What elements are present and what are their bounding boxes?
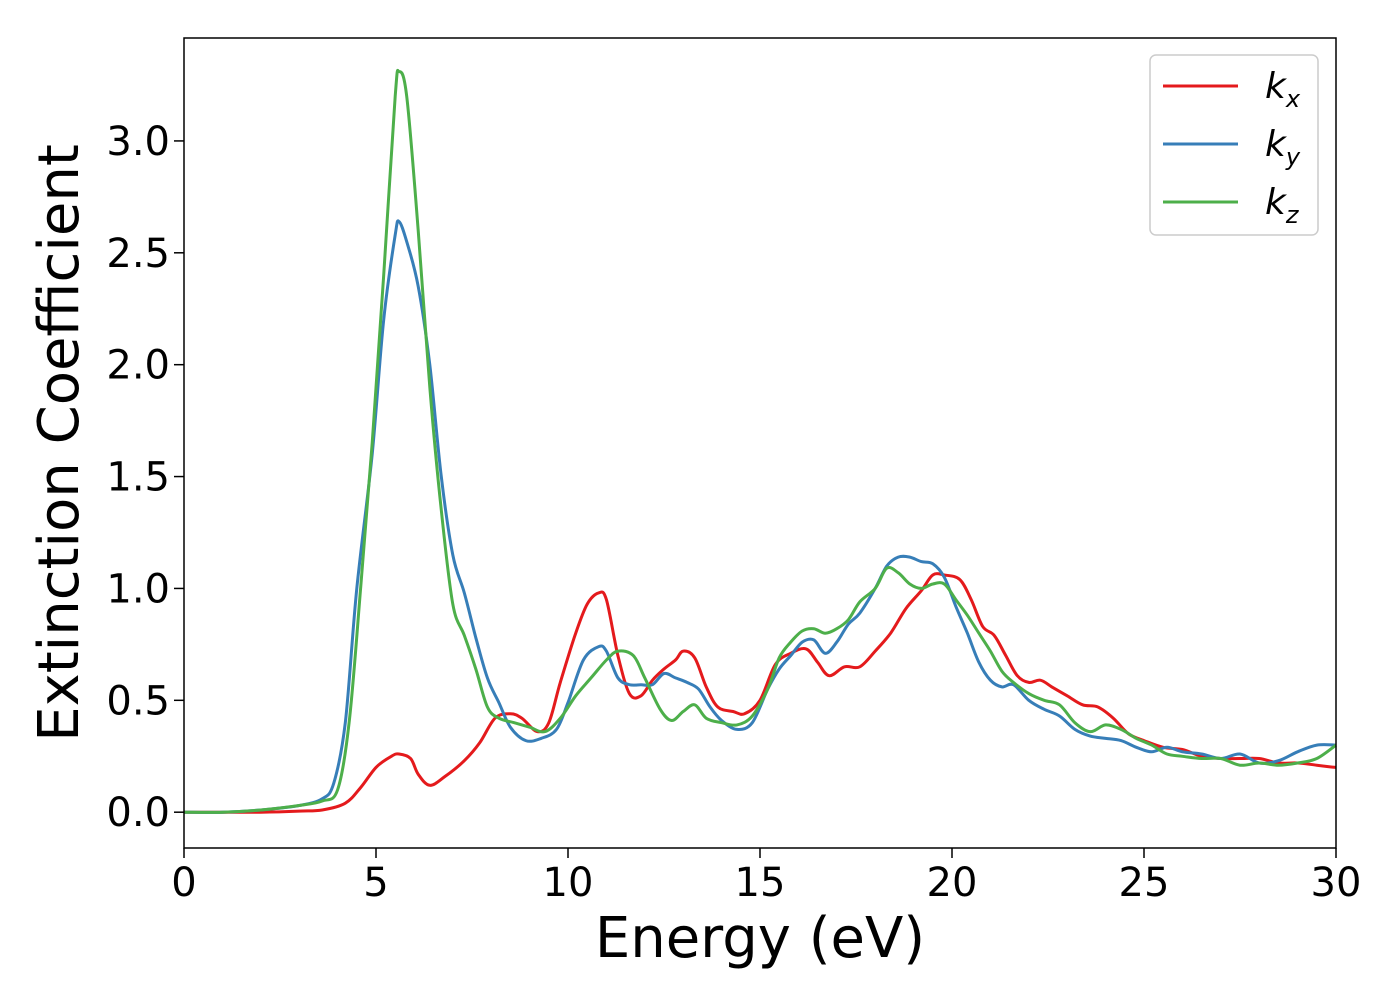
x-tick-label: 0 — [171, 860, 196, 906]
y-tick-label: 1.0 — [106, 566, 170, 612]
x-tick-label: 10 — [543, 860, 594, 906]
y-tick-label: 0.5 — [106, 678, 170, 724]
x-tick-label: 5 — [363, 860, 388, 906]
x-tick-label: 20 — [927, 860, 978, 906]
y-tick-label: 2.0 — [106, 343, 170, 389]
x-tick-label: 15 — [735, 860, 786, 906]
x-axis-ticks: 0 5 10 15 20 25 30 — [171, 848, 1361, 906]
y-tick-label: 0.0 — [106, 790, 170, 836]
series-line-kx — [184, 572, 1337, 814]
legend: kx ky kz — [1149, 54, 1319, 236]
series-line-kz — [183, 68, 1337, 814]
series-line-ky — [183, 219, 1337, 814]
y-axis-label: Extinction Coefficient — [27, 144, 92, 742]
x-tick-label: 25 — [1119, 860, 1170, 906]
series-layer — [183, 68, 1337, 814]
legend-label-kx: kx — [1265, 66, 1301, 113]
plot-background — [184, 38, 1336, 848]
y-tick-label: 1.5 — [106, 455, 170, 501]
x-tick-label: 30 — [1311, 860, 1362, 906]
legend-label-kz: kz — [1265, 182, 1300, 229]
y-tick-label: 3.0 — [106, 119, 170, 165]
legend-label-ky: ky — [1265, 124, 1301, 171]
x-axis-label: Energy (eV) — [595, 906, 925, 971]
y-axis-ticks: 0.0 0.5 1.0 1.5 2.0 2.5 3.0 — [106, 119, 184, 836]
y-tick-label: 2.5 — [106, 231, 170, 277]
